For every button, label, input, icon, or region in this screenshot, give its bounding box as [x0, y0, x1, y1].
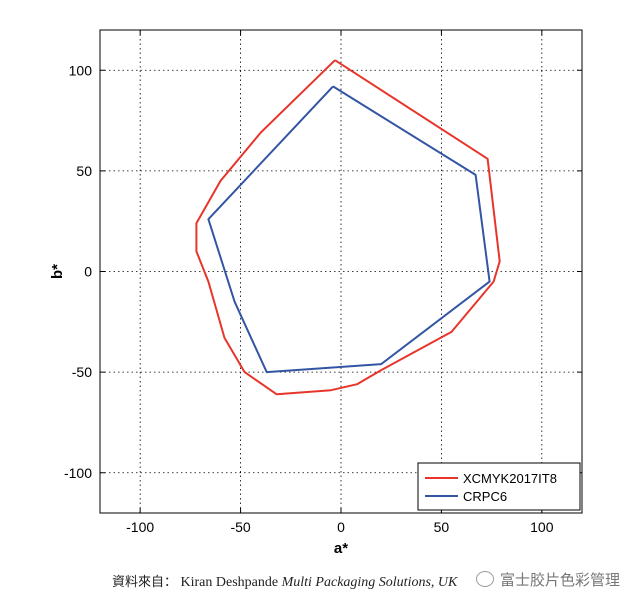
x-tick-label: 100: [530, 519, 554, 535]
y-tick-label: 50: [76, 163, 92, 179]
caption-organization: Multi Packaging Solutions, UK: [281, 575, 458, 590]
source-caption: 資料來自： Kiran Deshpande Multi Packaging So…: [112, 571, 457, 591]
legend-label-crpc6: CRPC6: [463, 489, 507, 504]
chart: -100 -50 0 50 100 -100 -50 0 50 100 a* b* XCMYK20…: [49, 29, 583, 557]
legend: XCMYK2017IT8 CRPC6: [417, 462, 581, 511]
x-tick-label: -50: [230, 519, 250, 535]
ticks: -100 -50 0 50 100 -100 -50 0 50 100: [64, 30, 582, 535]
y-tick-label: -50: [72, 364, 92, 380]
y-tick-label: -100: [64, 465, 92, 481]
x-tick-label: 50: [434, 519, 450, 535]
y-tick-label: 0: [84, 264, 92, 280]
watermark: 富士胶片色彩管理: [476, 569, 620, 590]
plot-frame: [99, 29, 583, 514]
y-axis-label: b*: [49, 264, 66, 279]
series-line-xcmyk2017it8: [195, 59, 501, 396]
y-tick-label: 100: [69, 62, 93, 78]
legend-label-xcmyk2017it8: XCMYK2017IT8: [463, 471, 557, 486]
watermark-text: 富士胶片色彩管理: [500, 571, 621, 589]
caption-author: Kiran Deshpande: [180, 575, 279, 590]
series-layer: [195, 59, 501, 396]
series-line-crpc6: [207, 85, 491, 374]
legend-box: [417, 462, 581, 511]
wechat-icon: [476, 571, 494, 587]
caption-prefix: 資料來自：: [112, 575, 178, 590]
x-tick-label: 0: [337, 519, 345, 535]
x-axis-label: a*: [334, 540, 348, 557]
x-tick-label: -100: [126, 519, 154, 535]
